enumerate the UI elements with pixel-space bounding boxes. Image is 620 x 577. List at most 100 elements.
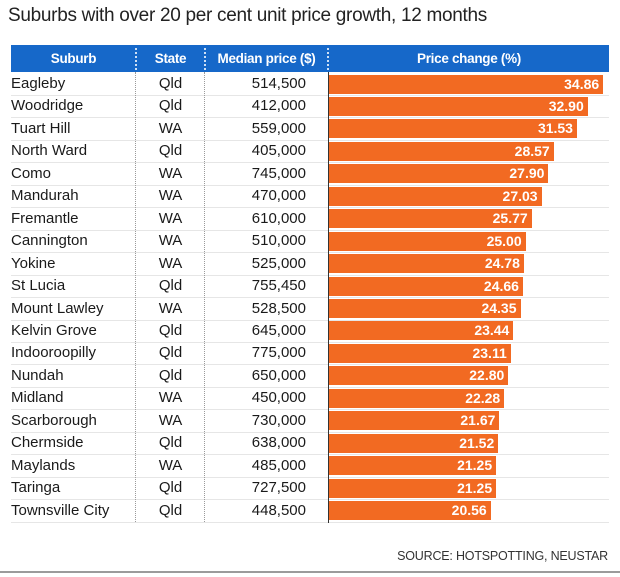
price-change-label: 34.86 [564, 75, 600, 92]
suburb-cell: Taringa [11, 479, 61, 497]
median-price-cell: 510,000 [251, 232, 306, 250]
column-divider [204, 72, 205, 522]
price-change-label: 23.44 [474, 322, 510, 339]
state-cell: WA [158, 254, 183, 272]
bar-axis [328, 72, 329, 523]
suburb-cell: Woodridge [11, 97, 84, 115]
price-change-bar: 24.78 [329, 254, 524, 274]
median-price-cell: 727,500 [251, 479, 306, 497]
suburb-cell: Chermside [11, 434, 84, 452]
state-cell: Qld [158, 142, 183, 160]
state-cell: WA [158, 456, 183, 474]
table-row: Mount Lawley WA 528,500 [11, 298, 609, 321]
price-change-label: 20.56 [451, 502, 487, 519]
table-row: Tuart Hill WA 559,000 [11, 118, 609, 141]
state-cell: WA [158, 232, 183, 250]
state-cell: WA [158, 411, 183, 429]
suburb-cell: Mandurah [11, 187, 79, 205]
median-price-cell: 448,500 [251, 501, 306, 519]
suburb-cell: Mount Lawley [11, 299, 104, 317]
median-price-cell: 730,000 [251, 411, 306, 429]
table-row: North Ward Qld 405,000 [11, 140, 609, 164]
state-cell: Qld [158, 434, 183, 452]
price-change-label: 24.78 [484, 255, 520, 272]
suburb-cell: Townsville City [11, 501, 110, 519]
state-cell: Qld [158, 277, 183, 295]
price-change-bar: 27.03 [329, 186, 542, 206]
suburb-cell: Nundah [11, 366, 64, 384]
suburb-cell: Como [11, 164, 52, 182]
chart-title: Suburbs with over 20 per cent unit price… [8, 5, 487, 26]
price-change-label: 27.03 [502, 187, 538, 204]
column-divider [135, 72, 136, 522]
median-price-cell: 450,000 [251, 389, 306, 407]
table-row: Indooroopilly Qld 775,000 [11, 342, 609, 366]
table-row: Maylands WA 485,000 [11, 455, 609, 478]
price-change-label: 27.90 [509, 165, 545, 182]
price-change-label: 24.35 [481, 300, 517, 316]
suburb-cell: Kelvin Grove [11, 321, 97, 339]
table-row: Taringa Qld 727,500 [11, 477, 609, 501]
state-cell: WA [158, 119, 183, 137]
state-cell: Qld [158, 344, 183, 362]
header-median-price: Median price ($) [217, 51, 316, 66]
median-price-cell: 528,500 [251, 299, 306, 317]
source-note: SOURCE: HOTSPOTTING, NEUSTAR [397, 549, 608, 563]
state-cell: WA [158, 187, 183, 205]
suburb-cell: Eagleby [11, 75, 66, 92]
price-change-label: 22.80 [469, 367, 505, 384]
price-change-label: 21.25 [457, 479, 493, 496]
table-row: Yokine WA 525,000 [11, 253, 609, 276]
price-change-bar: 25.00 [329, 231, 526, 251]
table-row: Nundah Qld 650,000 [11, 365, 609, 388]
table-row: Scarborough WA 730,000 [11, 410, 609, 433]
median-price-cell: 755,450 [251, 277, 306, 295]
state-cell: Qld [158, 97, 183, 115]
table-row: Mandurah WA 470,000 [11, 185, 609, 209]
price-change-label: 22.28 [465, 389, 501, 406]
median-price-cell: 470,000 [251, 187, 306, 205]
median-price-cell: 559,000 [251, 119, 306, 137]
price-change-label: 25.00 [486, 232, 522, 249]
footer-rule [0, 571, 620, 573]
median-price-cell: 525,000 [251, 254, 306, 272]
price-change-bar: 21.25 [329, 456, 497, 476]
price-change-bar: 31.53 [329, 119, 577, 139]
price-change-bar: 22.80 [329, 366, 509, 386]
table-header: Suburb State Median price ($) Price chan… [11, 45, 609, 72]
state-cell: Qld [158, 75, 183, 92]
median-price-cell: 745,000 [251, 164, 306, 182]
price-change-label: 21.25 [457, 457, 493, 474]
price-change-label: 21.52 [459, 434, 495, 451]
header-suburb: Suburb [50, 51, 97, 66]
median-price-cell: 775,000 [251, 344, 306, 362]
price-change-bar: 22.28 [329, 388, 505, 408]
state-cell: WA [158, 164, 183, 182]
header-divider [327, 48, 329, 70]
median-price-cell: 514,500 [251, 75, 306, 92]
suburb-cell: Fremantle [11, 209, 79, 227]
table-row: Como WA 745,000 [11, 163, 609, 186]
price-change-bar: 32.90 [329, 96, 588, 116]
state-cell: WA [158, 389, 183, 407]
price-change-bar: 21.52 [329, 433, 499, 453]
header-state: State [154, 51, 187, 66]
table-row: Woodridge Qld 412,000 [11, 95, 609, 119]
table-row: Townsville City Qld 448,500 [11, 500, 609, 523]
price-change-bar: 34.86 [329, 74, 604, 94]
table-row: Cannington WA 510,000 [11, 230, 609, 254]
state-cell: Qld [158, 366, 183, 384]
price-change-bar: 24.66 [329, 276, 523, 296]
price-change-label: 32.90 [548, 97, 584, 114]
suburb-cell: Maylands [11, 456, 76, 474]
median-price-cell: 650,000 [251, 366, 306, 384]
table-row: St Lucia Qld 755,450 [11, 275, 609, 299]
price-change-label: 25.77 [492, 210, 528, 227]
state-cell: Qld [158, 501, 183, 519]
state-cell: Qld [158, 479, 183, 497]
suburb-cell: North Ward [11, 142, 88, 160]
price-change-bar: 28.57 [329, 141, 554, 161]
table-row: Fremantle WA 610,000 [11, 208, 609, 231]
median-price-cell: 405,000 [251, 142, 306, 160]
suburb-cell: St Lucia [11, 277, 66, 295]
